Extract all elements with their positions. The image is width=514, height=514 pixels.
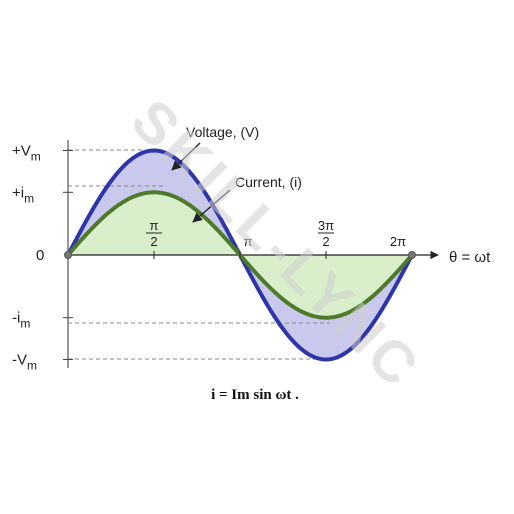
x-tick-denominator: 2 (322, 234, 329, 249)
voltage-pointer-line (171, 142, 201, 171)
formula-caption: i = Im sin ωt . (211, 387, 299, 403)
x-tick-label: π (244, 234, 253, 249)
x-tick-numerator: π (150, 218, 159, 233)
voltage-legend-label: Voltage, (V) (186, 124, 259, 140)
origin-point (64, 251, 72, 259)
x-tick-label: 2π (390, 234, 406, 249)
x-tick-denominator: 2 (150, 234, 157, 249)
y-tick-label: -Vm (12, 352, 37, 373)
y-tick-label: +Vm (12, 143, 41, 164)
end-point (408, 251, 416, 259)
current-legend-label: Current, (i) (235, 174, 302, 190)
y-tick-label: 0 (36, 247, 44, 264)
x-tick-numerator: 3π (318, 218, 334, 233)
y-tick-label: -im (12, 310, 30, 331)
x-axis-label: θ = ωt (449, 249, 491, 266)
current-pointer-line (192, 189, 231, 223)
y-tick-label: +im (12, 184, 34, 205)
